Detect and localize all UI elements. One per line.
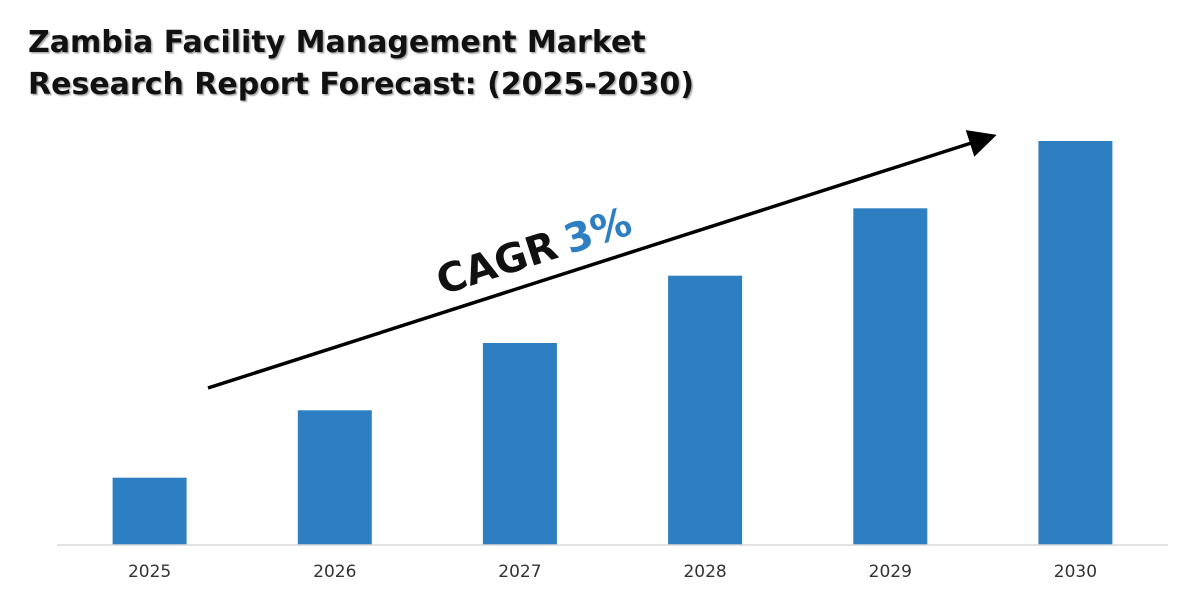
x-tick-label-2025: 2025 [128,562,171,582]
bar-2026 [297,410,372,545]
title-line-2: Research Report Forecast: (2025-2030) [28,67,694,102]
x-tick-labels: 2025 2026 2027 2028 2029 2030 [128,562,1097,582]
x-tick-label-2030: 2030 [1054,562,1097,582]
x-tick-label-2028: 2028 [683,562,726,582]
bar-2030 [1038,141,1113,545]
bars-layer [112,141,1113,546]
bar-2028 [668,275,743,545]
title-line-1: Zambia Facility Management Market [28,25,646,60]
bar-2025 [112,477,187,545]
cagr-trend-arrow [207,130,997,390]
x-tick-label-2029: 2029 [869,562,912,582]
cagr-annotation: CAGR3% [431,199,637,305]
x-tick-label-2027: 2027 [498,562,541,582]
x-tick-label-2026: 2026 [313,562,356,582]
cagr-prefix: CAGR [431,223,563,305]
chart-title: Zambia Facility Management Market Resear… [28,22,928,106]
bar-2029 [853,208,928,546]
bar-2027 [482,343,557,545]
